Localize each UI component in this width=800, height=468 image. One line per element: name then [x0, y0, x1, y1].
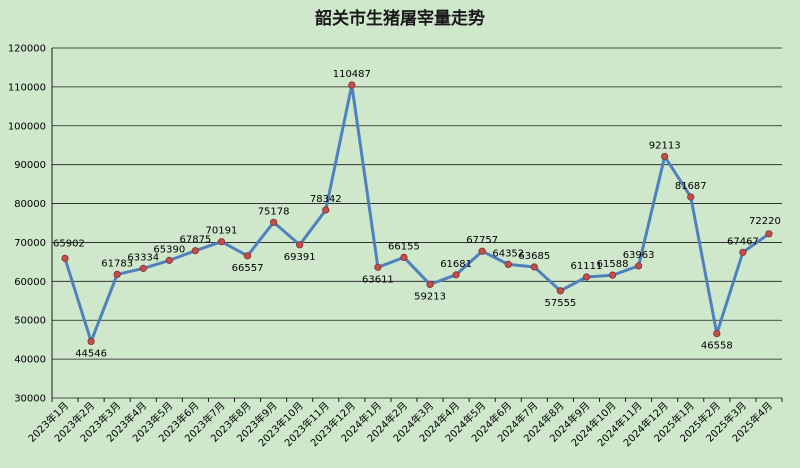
data-label: 63334	[127, 252, 159, 263]
data-label: 67467	[727, 236, 759, 247]
data-point	[739, 248, 747, 256]
data-label: 63685	[518, 251, 550, 262]
data-point	[217, 238, 226, 246]
data-point	[61, 254, 69, 262]
data-point	[348, 81, 356, 89]
series	[61, 81, 773, 346]
y-tick-label: 120000	[8, 44, 46, 55]
y-tick-label: 40000	[14, 355, 46, 366]
data-point	[374, 263, 382, 271]
data-point	[139, 264, 147, 272]
data-label: 67757	[466, 235, 498, 246]
data-point	[608, 271, 617, 279]
data-label: 110487	[333, 69, 371, 80]
data-label: 72220	[749, 216, 781, 227]
data-label: 75178	[258, 206, 290, 217]
data-point	[452, 271, 460, 279]
data-point	[87, 337, 95, 346]
data-label: 61783	[101, 258, 133, 269]
x-axis-ticks: 2023年1月2023年2月2023年3月2023年4月2023年5月2023年…	[25, 398, 783, 449]
data-point	[243, 252, 252, 260]
data-label: 44546	[75, 348, 107, 359]
y-axis-ticks: 30000 40000 50000 60000 70000 80000 90000 10000…	[8, 44, 46, 405]
data-label: 61588	[597, 259, 629, 270]
data-point	[400, 253, 408, 261]
gridlines	[51, 47, 782, 399]
data-label: 57555	[544, 298, 576, 309]
data-point	[713, 330, 721, 338]
y-tick-label: 60000	[14, 277, 46, 288]
data-point	[165, 256, 173, 264]
data-point	[322, 206, 330, 214]
data-label: 63963	[623, 250, 655, 261]
data-point	[296, 241, 304, 249]
data-label: 64352	[492, 248, 524, 259]
y-tick-label: 100000	[8, 121, 46, 132]
series-line	[63, 83, 770, 343]
data-label: 61681	[440, 259, 472, 270]
data-point	[113, 270, 121, 278]
y-tick-label: 80000	[14, 199, 46, 210]
data-point	[478, 247, 486, 255]
data-label: 78342	[310, 194, 342, 205]
chart-title: 韶关市生猪屠宰量走势	[315, 8, 485, 29]
data-point	[661, 152, 669, 161]
data-point	[191, 247, 199, 255]
data-label: 59213	[414, 291, 446, 302]
data-label: 81687	[675, 181, 707, 192]
y-tick-label: 110000	[8, 82, 46, 93]
data-label: 63611	[362, 274, 394, 285]
data-label: 67875	[179, 235, 211, 246]
data-point	[270, 218, 278, 226]
y-tick-label: 30000	[14, 394, 46, 405]
y-tick-label: 70000	[14, 238, 46, 249]
data-label: 66155	[388, 241, 420, 252]
data-point	[556, 287, 564, 295]
data-point	[635, 262, 643, 270]
data-label: 65390	[153, 244, 185, 255]
data-label: 66557	[232, 263, 264, 274]
data-point	[765, 230, 773, 238]
y-tick-label: 90000	[14, 160, 46, 171]
data-label: 69391	[284, 252, 316, 263]
data-label: 65902	[53, 238, 85, 249]
data-label: 61111	[571, 261, 603, 272]
data-point	[530, 263, 538, 271]
data-label: 46558	[701, 341, 733, 352]
data-label: 92113	[649, 140, 681, 151]
data-point	[687, 193, 695, 201]
data-point	[582, 273, 591, 281]
data-point	[426, 280, 434, 288]
data-label: 70191	[206, 226, 238, 237]
data-point	[504, 260, 512, 269]
y-tick-label: 50000	[14, 316, 46, 327]
